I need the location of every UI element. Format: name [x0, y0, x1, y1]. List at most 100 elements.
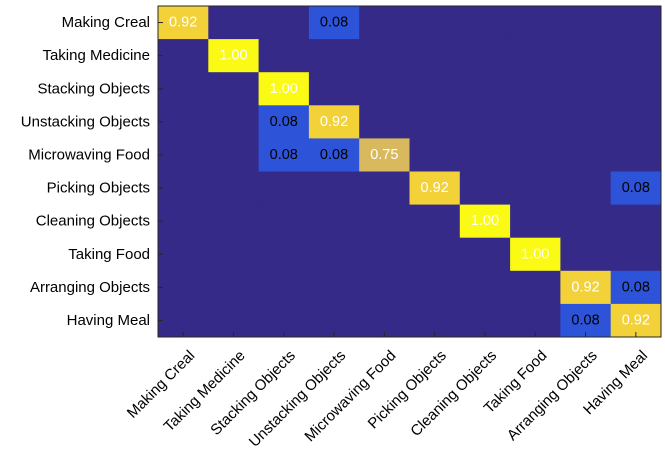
heatmap-cell [308, 237, 360, 272]
heatmap-cell [610, 270, 662, 305]
heatmap-cell [409, 303, 461, 338]
cell-value-label: 0.08 [320, 147, 348, 163]
heatmap-cell [459, 237, 511, 272]
y-tick-label: Stacking Objects [37, 80, 150, 97]
heatmap-cell [359, 105, 410, 139]
heatmap-cell [158, 270, 209, 305]
heatmap-cell [258, 6, 310, 40]
heatmap-cell [359, 39, 410, 73]
heatmap-cell [459, 6, 511, 40]
heatmap-cell [258, 105, 310, 139]
heatmap-cell [359, 72, 410, 106]
heatmap-cell [359, 138, 410, 172]
heatmap-cell [510, 303, 561, 338]
heatmap-cell [258, 171, 310, 206]
cell-value-label: 0.92 [169, 15, 197, 31]
heatmap-cell [409, 138, 461, 172]
cell-value-label: 0.92 [622, 312, 650, 328]
heatmap-cell [308, 171, 360, 206]
heatmap-cell [610, 204, 662, 239]
heatmap-cell [560, 237, 612, 272]
y-tick-label: Microwaving Food [28, 146, 150, 163]
heatmap-cell [560, 72, 612, 106]
heatmap-cell [610, 39, 662, 73]
heatmap-cell [208, 39, 260, 73]
heatmap-cell [409, 171, 461, 206]
heatmap-cell [258, 237, 310, 272]
heatmap-cell [560, 138, 612, 172]
heatmap-cell [459, 39, 511, 73]
cell-value-label: 0.92 [421, 180, 449, 196]
cell-value-label: 0.08 [622, 279, 650, 295]
heatmap-cell [510, 39, 561, 73]
heatmap-cell-labels: 0.92 0.08 1.00 1.00 0.08 0.92 0.08 0.08 0.75 0.92… [169, 15, 650, 329]
heatmap-cell [258, 270, 310, 305]
heatmap-cell [610, 138, 662, 172]
heatmap-cell [359, 171, 410, 206]
heatmap-cell [459, 303, 511, 338]
y-tick-label: Having Meal [67, 312, 150, 329]
heatmap-cell [308, 105, 360, 139]
heatmap-cell [409, 105, 461, 139]
y-tick-label: Taking Medicine [42, 47, 150, 64]
y-tick-label: Unstacking Objects [21, 113, 150, 130]
heatmap-cell [208, 204, 260, 239]
heatmap-cell [510, 105, 561, 139]
heatmap-cell [308, 204, 360, 239]
cell-value-label: 1.00 [521, 246, 549, 262]
heatmap-cell [610, 6, 662, 40]
heatmap-cell [409, 72, 461, 106]
y-axis-ticks: Making Creal Taking Medicine Stacking Obje… [21, 14, 163, 329]
heatmap-cell [208, 72, 260, 106]
heatmap-cell [308, 270, 360, 305]
heatmap-cell [459, 105, 511, 139]
plot-frame [157, 5, 662, 338]
heatmap-cell [258, 303, 310, 338]
heatmap-cell [359, 270, 410, 305]
heatmap-cell [158, 171, 209, 206]
heatmap-cell [158, 237, 209, 272]
heatmap-cell [610, 237, 662, 272]
y-tick-label: Arranging Objects [30, 279, 150, 296]
cell-value-label: 0.75 [370, 147, 398, 163]
heatmap-cell [560, 39, 612, 73]
heatmap-cell [560, 303, 612, 338]
cell-value-label: 0.08 [270, 147, 298, 163]
heatmap-cell [308, 72, 360, 106]
cell-value-label: 1.00 [270, 81, 298, 97]
cell-value-label: 0.92 [320, 114, 348, 130]
y-tick-label: Picking Objects [47, 180, 150, 197]
heatmap-cell [208, 237, 260, 272]
heatmap-cell [208, 138, 260, 172]
heatmap-cell [308, 303, 360, 338]
cell-value-label: 0.08 [571, 312, 599, 328]
heatmap-cell [459, 171, 511, 206]
heatmap-cell [158, 72, 209, 106]
heatmap-cell [359, 303, 410, 338]
heatmap-cell [610, 303, 662, 338]
heatmap-cell [258, 39, 310, 73]
cell-value-label: 1.00 [219, 48, 247, 64]
heatmap-cell [459, 270, 511, 305]
cell-value-label: 0.08 [270, 114, 298, 130]
heatmap-cell [510, 138, 561, 172]
y-tick-label: Cleaning Objects [36, 213, 150, 230]
heatmap-cell [359, 237, 410, 272]
heatmap-cell [409, 39, 461, 73]
heatmap-cell [158, 138, 209, 172]
heatmap-cell [560, 270, 612, 305]
heatmap-cell [510, 270, 561, 305]
heatmap-cell [359, 204, 410, 239]
heatmap-cell [560, 171, 612, 206]
heatmap-cell [158, 105, 209, 139]
y-tick-label: Making Creal [62, 14, 150, 31]
heatmap-cell [158, 303, 209, 338]
heatmap-cell [158, 6, 209, 40]
heatmap-cell [208, 171, 260, 206]
heatmap-cell [560, 204, 612, 239]
heatmap-cell [158, 204, 209, 239]
y-tick-label: Taking Food [68, 246, 150, 263]
cell-value-label: 1.00 [471, 213, 499, 229]
heatmap-cell [308, 6, 360, 40]
heatmap-cell [258, 72, 310, 106]
